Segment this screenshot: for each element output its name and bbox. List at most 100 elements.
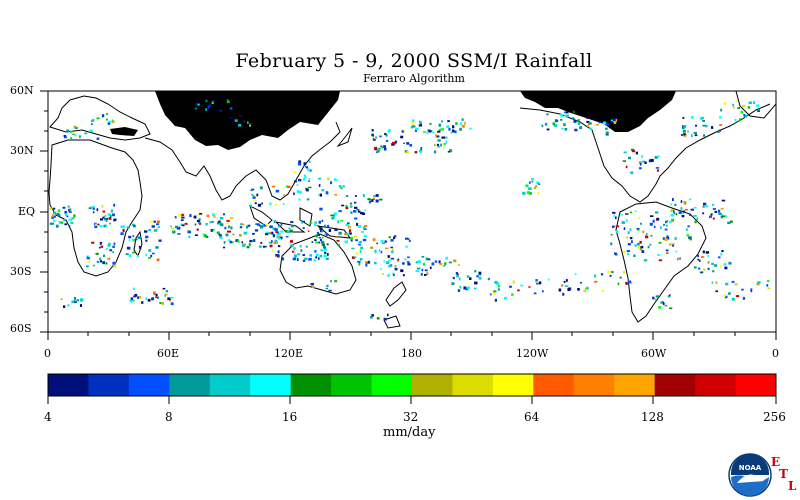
rainfall-pixel bbox=[434, 260, 438, 263]
rainfall-pixel bbox=[573, 120, 577, 123]
rainfall-pixel bbox=[583, 289, 587, 293]
rainfall-pixel bbox=[684, 208, 688, 211]
rainfall-pixel bbox=[330, 279, 332, 283]
rainfall-pixel bbox=[151, 225, 155, 228]
rainfall-pixel bbox=[703, 202, 707, 206]
rainfall-pixel bbox=[682, 125, 684, 128]
rainfall-pixel bbox=[260, 225, 264, 229]
rainfall-pixel bbox=[458, 277, 461, 281]
rainfall-pixel bbox=[537, 192, 540, 195]
rainfall-pixel bbox=[455, 272, 458, 275]
rainfall-pixel bbox=[563, 280, 566, 283]
rainfall-pixel bbox=[145, 297, 148, 301]
rainfall-pixel bbox=[645, 233, 648, 236]
rainfall-pixel bbox=[317, 257, 320, 260]
rainfall-pixel bbox=[535, 185, 538, 188]
rainfall-pixel bbox=[711, 262, 715, 265]
rainfall-pixel bbox=[243, 231, 247, 235]
ice-mask-small bbox=[110, 127, 138, 136]
rainfall-pixel bbox=[728, 292, 731, 295]
rainfall-pixel bbox=[340, 187, 343, 190]
rainfall-pixel bbox=[284, 230, 288, 233]
rainfall-pixel bbox=[680, 200, 683, 203]
rainfall-pixel bbox=[711, 204, 715, 206]
rainfall-pixel bbox=[420, 147, 423, 150]
colorbar-swatch bbox=[695, 374, 737, 396]
rainfall-pixel bbox=[434, 144, 436, 146]
rainfall-pixel bbox=[407, 238, 410, 240]
rainfall-pixel bbox=[683, 133, 686, 136]
rainfall-pixel bbox=[357, 260, 361, 263]
rainfall-pixel bbox=[263, 245, 266, 248]
rainfall-pixel bbox=[318, 194, 321, 196]
rainfall-pixel bbox=[564, 111, 566, 114]
rainfall-pixel bbox=[194, 107, 197, 110]
rainfall-pixel bbox=[155, 246, 159, 249]
rainfall-pixel bbox=[727, 221, 731, 224]
rainfall-pixel bbox=[702, 119, 706, 122]
rainfall-pixel bbox=[257, 223, 260, 226]
rainfall-pixel bbox=[354, 217, 358, 220]
rainfall-pixel bbox=[669, 243, 672, 246]
coast-indonesia bbox=[249, 205, 352, 239]
rainfall-pixel bbox=[437, 130, 441, 133]
rainfall-pixel bbox=[102, 114, 105, 118]
rainfall-pixel bbox=[328, 229, 332, 232]
rainfall-pixel bbox=[348, 229, 352, 233]
rainfall-pixel bbox=[487, 277, 490, 281]
rainfall-pixel bbox=[375, 136, 378, 139]
rainfall-pixel bbox=[62, 206, 66, 209]
rainfall-pixel bbox=[699, 271, 702, 274]
rainfall-pixel bbox=[311, 241, 314, 243]
rainfall-pixel bbox=[528, 286, 531, 288]
rainfall-pixel bbox=[247, 121, 249, 124]
rainfall-pixel bbox=[232, 233, 235, 236]
rainfall-pixel bbox=[390, 257, 395, 260]
rainfall-pixel bbox=[615, 225, 620, 228]
rainfall-pixel bbox=[57, 213, 61, 217]
rainfall-pixel bbox=[683, 125, 687, 128]
rainfall-pixel bbox=[96, 208, 99, 212]
map-title: February 5 - 9, 2000 SSM/I Rainfall bbox=[235, 50, 593, 72]
rainfall-pixel bbox=[750, 288, 753, 291]
rainfall-pixel bbox=[330, 181, 333, 185]
rainfall-pixel bbox=[63, 305, 66, 308]
rainfall-pixel bbox=[699, 117, 703, 120]
rainfall-pixel bbox=[91, 123, 93, 126]
rainfall-pixel bbox=[359, 241, 362, 243]
rainfall-pixel bbox=[650, 215, 654, 217]
rainfall-pixel bbox=[509, 285, 512, 288]
rainfall-pixel bbox=[336, 239, 340, 242]
rainfall-pixel bbox=[448, 261, 452, 264]
rainfall-pixel bbox=[293, 254, 297, 258]
rainfall-pixel bbox=[379, 198, 383, 201]
rainfall-pixel bbox=[293, 192, 295, 196]
rainfall-pixel bbox=[417, 267, 421, 270]
rainfall-pixel bbox=[120, 232, 124, 235]
rainfall-pixel bbox=[57, 209, 61, 213]
rainfall-pixel bbox=[321, 230, 323, 232]
rainfall-pixel bbox=[228, 239, 231, 241]
rainfall-pixel bbox=[63, 219, 66, 222]
rainfall-pixel bbox=[125, 253, 129, 256]
rainfall-pixel bbox=[268, 232, 271, 235]
rainfall-pixel bbox=[132, 287, 135, 290]
rainfall-pixel bbox=[126, 226, 130, 229]
rainfall-pixel bbox=[473, 287, 477, 290]
rainfall-pixel bbox=[49, 222, 53, 225]
rainfall-pixel bbox=[97, 223, 100, 226]
colorbar-label-4: 4 bbox=[44, 410, 52, 424]
rainfall-pixel bbox=[613, 121, 617, 124]
lat-label-30s: 30S bbox=[10, 265, 32, 278]
rainfall-pixel bbox=[342, 185, 345, 188]
rainfall-pixel bbox=[254, 202, 257, 205]
rainfall-pixel bbox=[407, 263, 411, 266]
rainfall-pixel bbox=[195, 102, 198, 104]
rainfall-pixel bbox=[631, 240, 633, 244]
rainfall-pixel bbox=[739, 118, 742, 121]
rainfall-pixel bbox=[526, 191, 531, 194]
rainfall-pixel bbox=[658, 241, 662, 244]
rainfall-pixel bbox=[636, 228, 640, 230]
rainfall-pixel bbox=[220, 216, 224, 220]
rainfall-pixel bbox=[652, 219, 655, 223]
